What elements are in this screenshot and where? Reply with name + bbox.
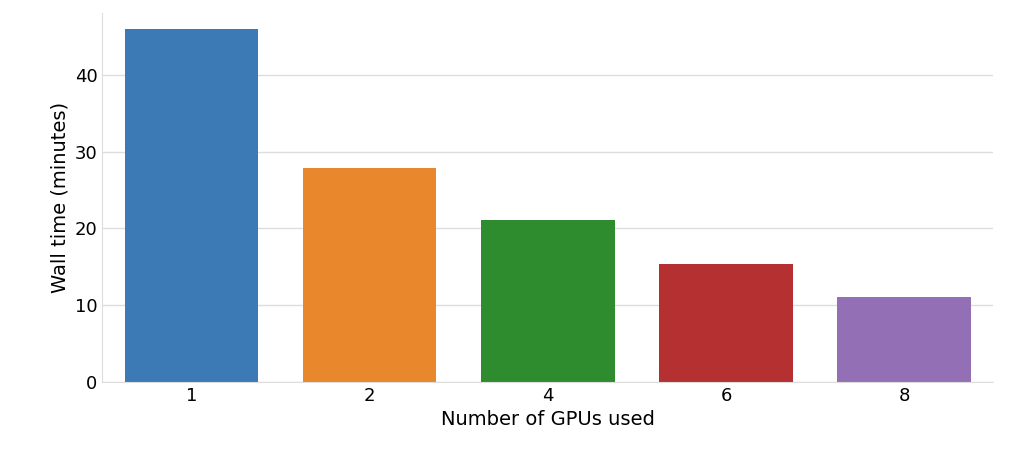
Bar <box>125 29 258 382</box>
Bar <box>838 296 971 382</box>
Bar <box>659 264 793 382</box>
Bar <box>481 220 614 382</box>
X-axis label: Number of GPUs used: Number of GPUs used <box>441 410 654 429</box>
Y-axis label: Wall time (minutes): Wall time (minutes) <box>50 102 70 293</box>
Bar <box>303 168 436 382</box>
